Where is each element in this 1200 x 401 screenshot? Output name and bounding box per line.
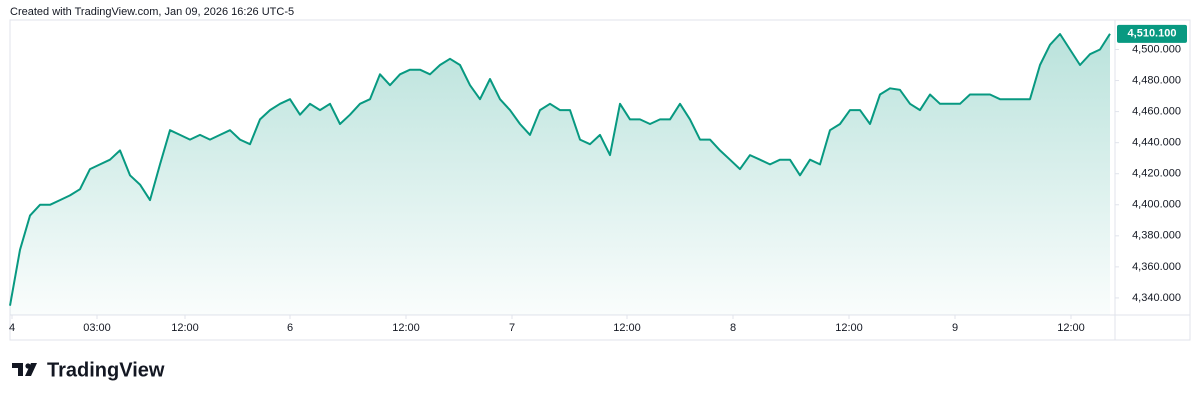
x-tick-label: 12:00 [392, 322, 420, 334]
logo-icon [12, 363, 37, 376]
x-tick-label: 8 [730, 322, 736, 334]
x-tick-label: 03:00 [83, 322, 111, 334]
y-tick-label: 4,460.000 [1132, 106, 1181, 118]
y-tick-label: 4,420.000 [1132, 168, 1181, 180]
chart-frame [9, 19, 1191, 341]
y-tick-label: 4,480.000 [1132, 74, 1181, 86]
x-tick-label: 12:00 [1057, 322, 1085, 334]
price-line [9, 33, 1111, 306]
x-tick-label: 7 [509, 322, 515, 334]
y-tick-label: 4,360.000 [1132, 261, 1181, 273]
x-tick-label: 6 [287, 322, 293, 334]
x-tick-label: 9 [952, 322, 958, 334]
brand-name: TradingView [47, 359, 165, 381]
last-price-label: 4,510.100 [1128, 28, 1177, 40]
y-tick-label: 4,340.000 [1132, 292, 1181, 304]
y-tick-label: 4,400.000 [1132, 199, 1181, 211]
y-tick-label: 4,440.000 [1132, 137, 1181, 149]
x-tick-label: 12:00 [171, 322, 199, 334]
header-caption: Created with TradingView.com, Jan 09, 20… [10, 6, 294, 18]
logo: TradingView [12, 359, 165, 381]
y-tick-label: 4,380.000 [1132, 230, 1181, 242]
logo-dot [25, 363, 31, 369]
x-tick-label: 12:00 [613, 322, 641, 334]
x-tick-label: 4 [9, 322, 15, 334]
x-tick-label: 12:00 [835, 322, 863, 334]
last-price-badge [1117, 24, 1187, 43]
y-tick-label: 4,500.000 [1132, 43, 1181, 55]
area-fill [10, 33, 1110, 316]
